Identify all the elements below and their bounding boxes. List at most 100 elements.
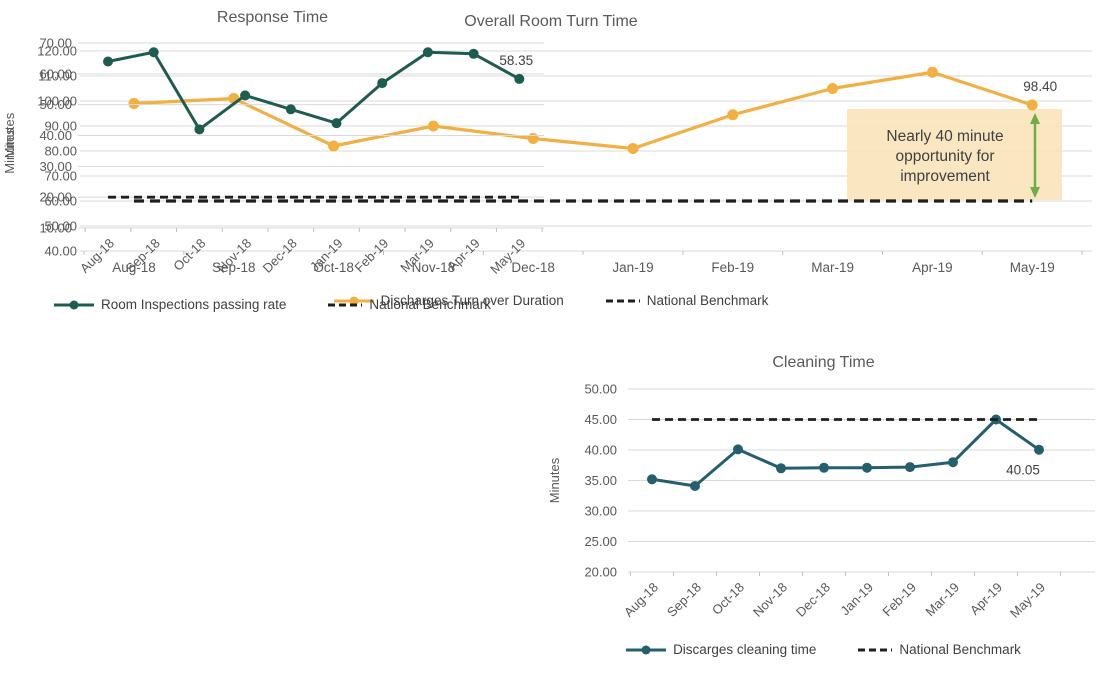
data-point <box>148 47 159 58</box>
annotation-text-line: Nearly 40 minute <box>886 128 1003 145</box>
y-tick-label: 60.00 <box>44 194 77 209</box>
chart-legend: Room Inspections passing rate National Be… <box>0 297 545 312</box>
x-tick-label: Mar-19 <box>397 236 437 276</box>
y-tick-label: 120.00 <box>37 44 77 59</box>
x-tick-label: Sep-18 <box>212 260 256 275</box>
x-tick-label: May-19 <box>1010 260 1055 275</box>
chart-legend: Discharges Turn over Duration National Be… <box>0 293 1102 308</box>
y-tick-label: 50.00 <box>44 219 77 234</box>
legend-label: Discarges cleaning time <box>673 642 817 657</box>
x-tick-label: Mar-19 <box>811 260 854 275</box>
y-tick-label: 70.00 <box>44 169 77 184</box>
legend-item: National Benchmark <box>328 297 491 312</box>
last-point-data-label: 40.05 <box>1006 463 1040 478</box>
data-point <box>103 56 113 67</box>
y-tick-label: 35.00 <box>584 473 617 488</box>
x-tick-label: Aug-18 <box>77 236 117 276</box>
data-point <box>827 83 839 94</box>
x-tick-label: May-19 <box>1007 580 1048 621</box>
x-tick-label: Dec-18 <box>511 260 555 275</box>
x-tick-label: Jan-19 <box>612 260 653 275</box>
last-point-data-label: 58.35 <box>499 53 533 68</box>
x-tick-label: Feb-19 <box>711 260 754 275</box>
annotation-arrow-head-up <box>1030 113 1040 124</box>
data-point <box>862 462 872 473</box>
data-point <box>427 120 439 132</box>
y-tick-label: 40.00 <box>44 244 77 259</box>
y-axis-title: Minutes <box>547 457 562 503</box>
y-tick-label: 110.00 <box>38 69 77 84</box>
x-tick-label: Feb-19 <box>352 236 392 276</box>
data-point <box>948 457 958 468</box>
legend-item: Room Inspections passing rate <box>54 297 286 312</box>
annotation-arrow-head-down <box>1030 187 1040 198</box>
legend-label: National Benchmark <box>646 293 769 308</box>
x-tick-label: Nov-18 <box>214 236 254 276</box>
series-line <box>132 70 1034 151</box>
legend-item: Discharges Turn over Duration <box>333 293 564 308</box>
y-tick-label: 30.00 <box>584 504 617 519</box>
chart-title: Cleaning Time <box>772 354 875 371</box>
x-tick-label: Oct-18 <box>709 580 747 618</box>
chart-overall-room-turn-time[interactable]: Overall Room Turn Time 120.00 110.00 100.0… <box>0 0 1102 345</box>
line-marker-swatch-icon <box>54 300 95 309</box>
data-point <box>128 98 140 109</box>
x-tick-label: Feb-19 <box>879 580 919 620</box>
line-marker-swatch-icon <box>333 296 374 305</box>
x-tick-label: Nov-18 <box>412 260 456 275</box>
chart-legend: Discarges cleaning time National Benchmar… <box>545 642 1102 657</box>
x-tick-label: Aug-18 <box>112 260 156 275</box>
chart-title: Response Time <box>216 9 329 26</box>
x-tick-label: Oct-18 <box>313 260 354 275</box>
cleaning-time-plot: 50.00 45.00 40.00 35.00 30.00 25.00 20.00 Aug-1… <box>547 382 1095 621</box>
data-point <box>285 104 296 115</box>
x-tick-label: Nov-18 <box>750 580 790 620</box>
data-point <box>733 444 743 455</box>
y-tick-label: 20.00 <box>39 190 72 205</box>
data-point <box>422 47 433 58</box>
y-tick-label: 30.00 <box>39 159 72 174</box>
data-point <box>331 118 342 129</box>
x-tick-label: Mar-19 <box>922 580 962 620</box>
chart-response-time[interactable]: Response Time 70.00 60.00 50.00 40.00 30.00 2… <box>0 0 545 329</box>
x-tick-label: Sep-18 <box>664 580 704 620</box>
legend-label: Discharges Turn over Duration <box>380 293 564 308</box>
y-tick-label: 40.00 <box>584 443 617 458</box>
series-line <box>650 418 1041 488</box>
data-point <box>1034 444 1044 455</box>
data-point <box>627 143 639 154</box>
x-tick-label: Jan-19 <box>307 236 346 275</box>
legend-label: Room Inspections passing rate <box>101 297 287 312</box>
data-point <box>727 109 739 121</box>
data-point <box>514 73 525 84</box>
data-point <box>905 462 915 473</box>
legend-item: National Benchmark <box>605 293 769 308</box>
dashed-line-swatch-icon <box>328 303 363 306</box>
chart-cleaning-time[interactable]: Cleaning Time 50.00 45.00 40.00 35.00 30.00 2… <box>545 345 1102 674</box>
y-tick-label: 45.00 <box>584 412 617 427</box>
data-point <box>1026 99 1038 111</box>
x-tick-label: Dec-18 <box>260 236 300 276</box>
overall-room-turn-time-plot: 120.00 110.00 100.00 90.00 80.00 70.00 60.00 50… <box>2 44 1092 275</box>
data-point <box>926 66 938 78</box>
y-tick-label: 90.00 <box>44 119 77 134</box>
y-tick-label: 20.00 <box>584 565 617 580</box>
x-tick-label: Apr-19 <box>445 236 483 274</box>
data-point <box>647 474 657 485</box>
y-tick-label: 10.00 <box>39 221 72 236</box>
chart-title: Overall Room Turn Time <box>464 13 638 30</box>
legend-item: Discarges cleaning time <box>626 642 816 657</box>
x-tick-label: Apr-19 <box>967 580 1005 618</box>
last-point-data-label: 98.40 <box>1023 79 1057 94</box>
data-point <box>194 124 205 135</box>
y-tick-label: 70.00 <box>39 36 72 51</box>
series-line <box>106 50 521 131</box>
annotation-box <box>847 109 1062 200</box>
y-tick-label: 25.00 <box>584 534 617 549</box>
x-tick-label: Dec-18 <box>793 580 833 620</box>
y-tick-label: 50.00 <box>39 97 72 112</box>
legend-label: National Benchmark <box>899 642 1021 657</box>
x-tick-label: Aug-18 <box>621 580 661 620</box>
data-point <box>468 48 479 59</box>
dashed-line-swatch-icon <box>605 299 640 302</box>
